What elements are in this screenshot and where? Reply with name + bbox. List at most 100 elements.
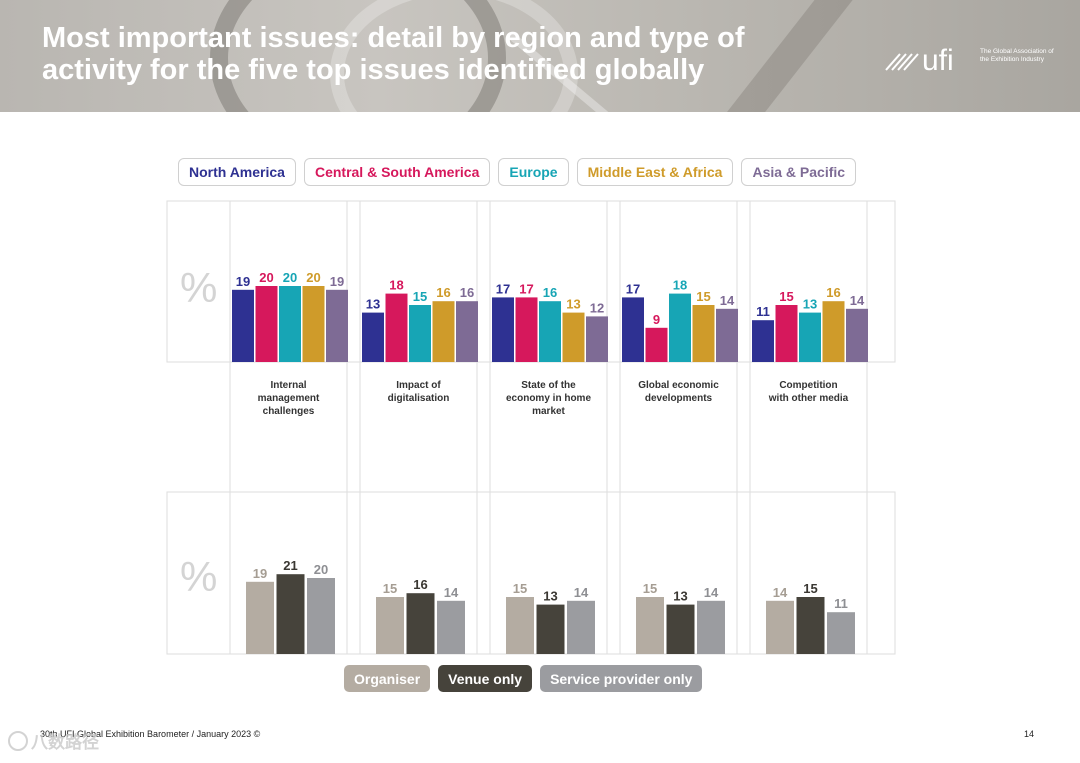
- region-bar-label: 13: [803, 297, 817, 312]
- region-bar: [669, 293, 691, 362]
- watermark-text: 八数路径: [31, 733, 99, 752]
- region-bar-label: 20: [306, 270, 320, 285]
- region-bar-label: 16: [436, 285, 450, 300]
- activity-bar-label: 16: [413, 577, 427, 592]
- activity-bar-label: 14: [704, 585, 719, 600]
- activity-bar-label: 15: [643, 581, 657, 596]
- activity-bar: [636, 597, 664, 654]
- watermark-icon: [8, 730, 28, 751]
- footer-source: 30th UFI Global Exhibition Barometer / J…: [40, 729, 261, 739]
- activity-bar: [666, 604, 695, 654]
- region-bar: [622, 297, 644, 362]
- category-label: Global economic: [638, 380, 719, 391]
- activity-bar: [307, 578, 335, 654]
- region-axis-symbol: %: [180, 264, 217, 311]
- ufi-logo-icon: ufi: [885, 44, 954, 76]
- activity-bar-label: 19: [253, 566, 267, 581]
- activity-bar-label: 15: [513, 581, 527, 596]
- region-bar: [716, 308, 738, 362]
- legend-item-asia-pacific: Asia & Pacific: [741, 158, 857, 186]
- region-bar-label: 15: [413, 289, 427, 304]
- region-bar: [539, 301, 561, 362]
- region-bar: [362, 312, 384, 362]
- region-bar: [279, 286, 301, 362]
- category-label: challenges: [263, 406, 315, 417]
- activity-bar-label: 15: [803, 581, 817, 596]
- category-label: Competition: [779, 380, 837, 391]
- activity-bar-label: 20: [314, 562, 328, 577]
- legend-item-venue-only: Venue only: [438, 665, 533, 692]
- category-label: digitalisation: [388, 393, 450, 404]
- region-bar-label: 17: [626, 281, 640, 296]
- activity-bar: [376, 597, 404, 654]
- region-bar: [326, 289, 348, 362]
- region-bar-label: 17: [519, 281, 533, 296]
- region-bar: [645, 327, 668, 362]
- category-label: with other media: [768, 393, 849, 404]
- region-bar-label: 16: [826, 285, 840, 300]
- activity-bar-label: 14: [574, 585, 589, 600]
- region-bar-label: 12: [590, 300, 604, 315]
- activity-bar: [246, 581, 274, 654]
- logo-tagline: The Global Association of the Exhibition…: [980, 48, 1054, 63]
- activity-bar-label: 14: [773, 585, 788, 600]
- region-bar: [432, 301, 455, 362]
- activity-bar: [697, 600, 725, 654]
- page-number: 14: [1024, 729, 1035, 739]
- region-bar-label: 16: [543, 285, 557, 300]
- region-bar: [492, 297, 514, 362]
- region-bar: [409, 305, 431, 362]
- activity-axis-symbol: %: [180, 553, 217, 600]
- activity-bar-label: 15: [383, 581, 397, 596]
- region-bar-label: 15: [696, 289, 710, 304]
- activity-bar-label: 14: [444, 585, 459, 600]
- region-bar: [846, 308, 868, 362]
- region-bar-label: 13: [366, 297, 380, 312]
- watermark: 八数路径: [8, 728, 99, 753]
- legend-item-europe: Europe: [498, 158, 569, 186]
- category-label: market: [532, 406, 565, 417]
- region-bar: [232, 289, 254, 362]
- activity-bar: [827, 612, 855, 654]
- region-bar: [255, 286, 278, 362]
- region-bar: [799, 312, 821, 362]
- region-bar: [456, 301, 478, 362]
- region-bar-label: 14: [850, 293, 865, 308]
- region-bar-label: 19: [236, 274, 250, 289]
- activity-bar: [406, 593, 435, 654]
- legend-item-service-provider-only: Service provider only: [540, 665, 703, 692]
- region-bar-label: 19: [330, 274, 344, 289]
- legend-item-middle-east-africa: Middle East & Africa: [576, 158, 734, 186]
- logo-wordmark: ufi: [922, 44, 954, 76]
- category-label: State of the: [521, 380, 576, 391]
- activity-bar-label: 11: [834, 596, 848, 611]
- page-title: Most important issues: detail by region …: [42, 22, 745, 86]
- region-bar: [515, 297, 538, 362]
- category-label: management: [258, 393, 320, 404]
- region-bar-label: 18: [389, 278, 403, 293]
- region-bar-label: 16: [460, 285, 474, 300]
- activity-bar: [506, 597, 534, 654]
- region-bar: [692, 305, 715, 362]
- legend-item-organiser: Organiser: [344, 665, 431, 692]
- activity-bar: [437, 600, 465, 654]
- region-bar-label: 20: [259, 270, 273, 285]
- category-label: economy in home: [506, 393, 591, 404]
- region-bar-label: 15: [779, 289, 793, 304]
- category-label: developments: [645, 393, 713, 404]
- ufi-logo: ufi The Global Association of the Exhibi…: [884, 42, 1054, 76]
- activity-bar-label: 21: [283, 558, 297, 573]
- activity-legend: Organiser Venue only Service provider on…: [344, 665, 703, 692]
- region-bar-label: 9: [653, 312, 660, 327]
- region-bar: [775, 305, 798, 362]
- region-bar: [302, 286, 325, 362]
- legend-item-central-south-america: Central & South America: [303, 158, 491, 186]
- region-bar-label: 18: [673, 278, 687, 293]
- activity-bar-label: 13: [543, 589, 557, 604]
- header-banner: Most important issues: detail by region …: [0, 0, 1080, 112]
- activity-bar: [796, 597, 825, 654]
- region-bar-label: 13: [566, 297, 580, 312]
- legend-item-north-america: North America: [178, 158, 296, 186]
- activity-bar: [536, 604, 565, 654]
- category-label: Impact of: [396, 380, 441, 391]
